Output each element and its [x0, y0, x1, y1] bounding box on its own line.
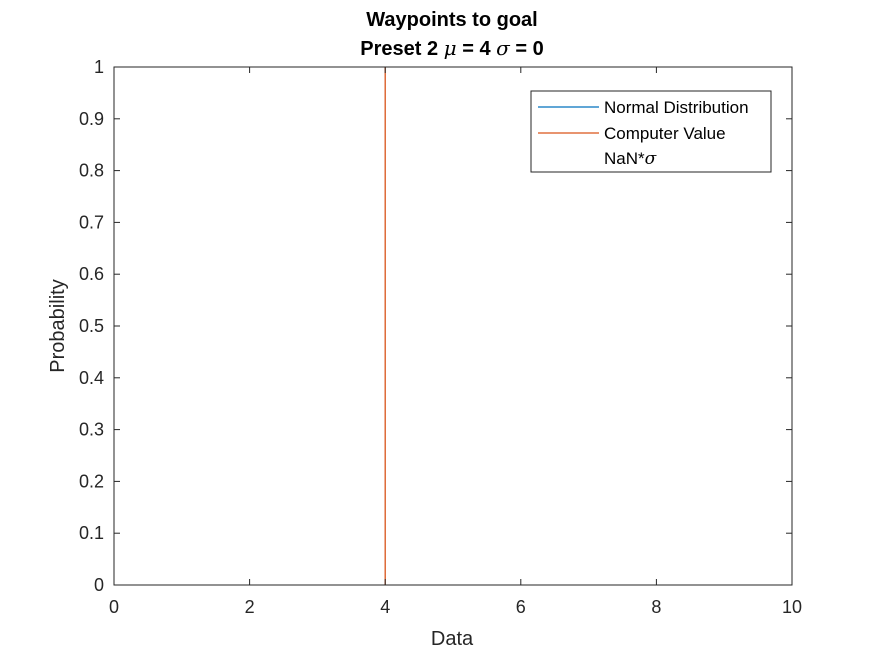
legend: Normal Distribution Computer Value NaN*σ: [530, 90, 772, 173]
y-tick-label: 0.8: [79, 161, 104, 181]
legend-label-2: NaN*σ: [604, 149, 657, 169]
chart-subtitle: Preset 2 μ = 4 σ = 0: [360, 36, 543, 60]
legend-label-1: Computer Value: [604, 124, 726, 143]
y-tick-label: 0.6: [79, 264, 104, 284]
mu-symbol: μ: [444, 36, 457, 60]
x-tick-label: 6: [516, 597, 526, 617]
y-tick-label: 0.9: [79, 109, 104, 129]
x-axis-label: Data: [431, 628, 474, 650]
y-tick-label: 0.7: [79, 212, 104, 232]
y-tick-label: 0: [94, 575, 104, 595]
y-tick-label: 1: [94, 57, 104, 77]
y-tick-label: 0.1: [79, 523, 104, 543]
subtitle-sigma-value: = 0: [510, 38, 544, 60]
legend-box: [530, 90, 772, 173]
subtitle-mu-value: = 4: [457, 38, 496, 60]
x-tick-label: 10: [782, 597, 802, 617]
x-tick-label: 0: [109, 597, 119, 617]
legend-label-0: Normal Distribution: [604, 98, 749, 117]
chart-title: Waypoints to goal: [366, 9, 537, 31]
y-tick-label: 0.5: [79, 316, 104, 336]
x-tick-label: 2: [245, 597, 255, 617]
y-tick-label: 0.2: [79, 471, 104, 491]
y-tick-label: 0.3: [79, 420, 104, 440]
y-axis-label: Probability: [47, 279, 69, 372]
sigma-symbol: σ: [496, 36, 511, 60]
subtitle-prefix: Preset 2: [360, 38, 443, 60]
y-tick-label: 0.4: [79, 368, 104, 388]
x-tick-label: 4: [380, 597, 390, 617]
x-tick-label: 8: [651, 597, 661, 617]
